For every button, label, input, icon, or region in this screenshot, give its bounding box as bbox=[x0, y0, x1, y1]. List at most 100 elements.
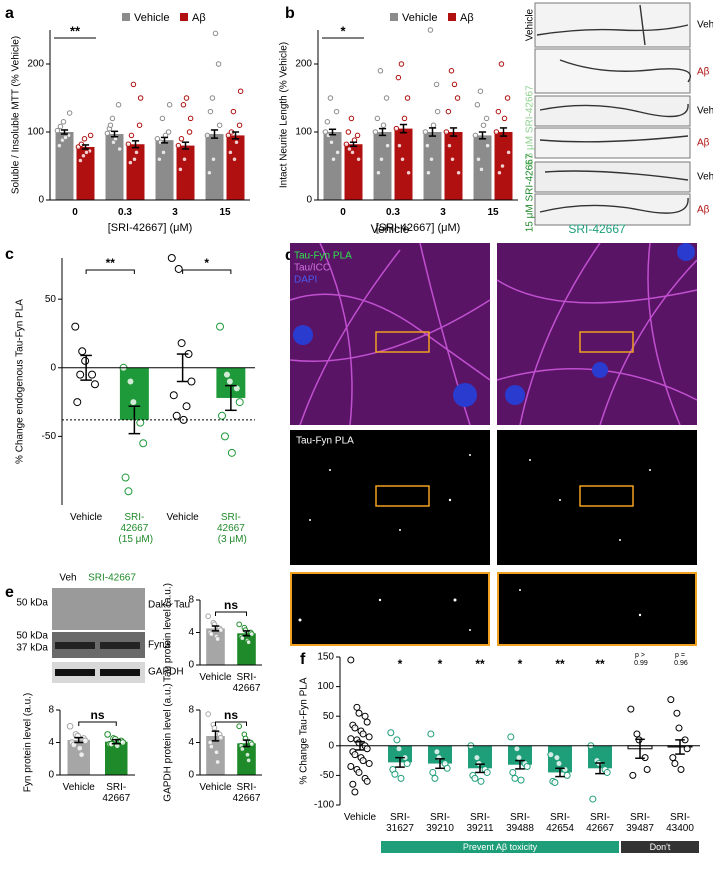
x-tick-label: Vehicle bbox=[199, 672, 232, 683]
micrograph bbox=[534, 95, 691, 127]
micrograph bbox=[534, 2, 691, 48]
zoom-box bbox=[579, 485, 634, 507]
bar bbox=[588, 745, 612, 769]
data-point bbox=[212, 30, 219, 37]
data-point bbox=[511, 774, 519, 782]
data-point bbox=[449, 156, 456, 162]
x-tick-label: SRI-42667 bbox=[233, 782, 261, 804]
bar bbox=[394, 128, 413, 200]
error-bar bbox=[81, 144, 90, 150]
data-point bbox=[396, 142, 403, 149]
data-point bbox=[245, 757, 252, 764]
data-point bbox=[433, 81, 440, 88]
data-point bbox=[495, 108, 502, 115]
data-point bbox=[182, 402, 191, 411]
panel-label: f bbox=[300, 651, 306, 668]
error-bar bbox=[111, 738, 121, 745]
significance-label: * bbox=[438, 657, 443, 671]
data-point bbox=[127, 159, 134, 166]
y-tick-label: -100 bbox=[314, 800, 334, 811]
data-point bbox=[81, 136, 88, 142]
data-point bbox=[471, 774, 479, 782]
panel-label: c bbox=[5, 246, 14, 263]
data-point bbox=[422, 129, 429, 135]
column-label: SRI-42667 bbox=[568, 222, 626, 236]
legend-swatch bbox=[390, 13, 398, 21]
data-point bbox=[480, 122, 487, 128]
veh-label: Veh bbox=[697, 20, 713, 31]
data-point bbox=[355, 739, 363, 747]
bar bbox=[55, 132, 74, 200]
data-point bbox=[346, 146, 353, 152]
data-point bbox=[455, 170, 462, 176]
data-point bbox=[70, 741, 78, 749]
significance-label: ns bbox=[90, 708, 104, 722]
data-point bbox=[76, 744, 84, 752]
data-point bbox=[355, 709, 363, 717]
data-point bbox=[483, 115, 490, 122]
data-point bbox=[448, 68, 455, 74]
micrograph bbox=[534, 193, 691, 226]
error-bar bbox=[449, 127, 458, 137]
data-point bbox=[334, 149, 341, 156]
data-point bbox=[169, 391, 178, 400]
data-point bbox=[180, 102, 187, 108]
y-tick-label: 100 bbox=[295, 127, 312, 138]
data-point bbox=[107, 122, 114, 128]
data-point bbox=[66, 110, 73, 116]
data-point bbox=[398, 61, 405, 67]
x-tick-label: SRI-39210 bbox=[426, 812, 454, 834]
data-point bbox=[345, 129, 352, 135]
data-point bbox=[363, 718, 371, 726]
y-axis-label: Tau protein level (a.u.) bbox=[163, 583, 174, 682]
band bbox=[100, 642, 140, 649]
zoom-image bbox=[290, 572, 490, 646]
y-tick-label: 8 bbox=[48, 705, 54, 716]
data-point bbox=[166, 102, 173, 108]
abeta-label: Aβ bbox=[697, 205, 710, 216]
y-tick-label: 0 bbox=[48, 770, 54, 781]
y-axis-label: Intact Neurite Length (% Vehicle) bbox=[279, 42, 290, 188]
data-point bbox=[505, 149, 512, 156]
data-point bbox=[473, 754, 481, 762]
data-point bbox=[133, 149, 140, 156]
data-point bbox=[677, 765, 685, 773]
data-point bbox=[343, 141, 350, 147]
error-bar bbox=[211, 625, 220, 632]
significance-label: ** bbox=[595, 657, 605, 671]
x-tick-label: Vehicle bbox=[63, 782, 96, 793]
data-point bbox=[374, 115, 381, 122]
band bbox=[55, 642, 95, 649]
data-point bbox=[130, 81, 137, 88]
data-point bbox=[216, 122, 223, 128]
channel-label: Tau-Fyn PLA bbox=[294, 251, 352, 262]
data-point bbox=[230, 108, 237, 115]
data-point bbox=[210, 156, 217, 162]
y-tick-label: 4 bbox=[48, 737, 54, 748]
band-label: Fyn3 bbox=[148, 640, 171, 651]
error-bar bbox=[475, 763, 485, 774]
significance-label: * bbox=[340, 23, 346, 38]
data-point bbox=[137, 95, 144, 101]
micrograph bbox=[290, 430, 490, 565]
data-point bbox=[427, 27, 434, 33]
data-point bbox=[214, 636, 221, 642]
error-bar bbox=[160, 136, 169, 144]
data-point bbox=[54, 127, 61, 134]
zoom-box bbox=[375, 485, 430, 507]
x-tick-label: 0.3 bbox=[118, 207, 132, 218]
data-point bbox=[244, 751, 251, 758]
error-bar bbox=[131, 140, 140, 149]
significance-bracket bbox=[78, 721, 117, 726]
legend-swatch bbox=[448, 13, 456, 21]
data-point bbox=[227, 448, 236, 457]
data-point bbox=[165, 129, 172, 135]
data-point bbox=[403, 760, 411, 768]
data-point bbox=[78, 751, 85, 758]
data-point bbox=[213, 749, 220, 756]
data-point bbox=[354, 132, 361, 139]
bar bbox=[126, 144, 145, 200]
data-point bbox=[507, 733, 515, 741]
group-label: Don't bbox=[650, 842, 671, 852]
